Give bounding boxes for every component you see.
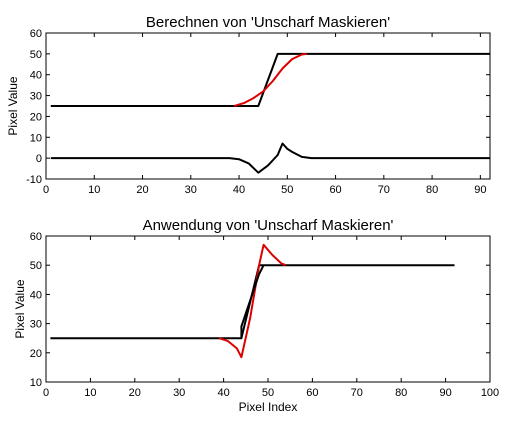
top-x-tick-label: 70: [378, 184, 390, 196]
top-y-tick-label: -10: [26, 174, 42, 186]
top-x-tick-label: 20: [136, 184, 148, 196]
bottom-x-tick-label: 30: [173, 387, 185, 399]
bottom-x-tick-label: 90: [439, 387, 451, 399]
bottom-y-ticks: 10 20 30 40 50 60: [30, 231, 490, 389]
bottom-x-tick-label: 10: [84, 387, 96, 399]
top-x-tick-label: 80: [426, 184, 438, 196]
top-y-tick-label: 30: [30, 91, 42, 103]
bottom-x-tick-label: 80: [395, 387, 407, 399]
bottom-y-tick-label: 60: [30, 231, 42, 243]
bottom-x-tick-label: 20: [129, 387, 141, 399]
top-chart: Berechnen von 'Unscharf Maskieren' Pixel…: [6, 14, 491, 196]
bottom-y-tick-label: 20: [30, 348, 42, 360]
top-series-line-1: [50, 52, 490, 107]
top-series-line-3: [50, 142, 490, 174]
top-x-tick-label: 30: [185, 184, 197, 196]
bottom-x-tick-label: 50: [262, 387, 274, 399]
top-x-ticks: 0 10 20 30 40 50 60 70 80 90: [43, 33, 486, 196]
top-y-tick-label: 50: [30, 49, 42, 61]
top-y-ticks: -10 0 10 20 30 40 50 60: [26, 28, 490, 186]
top-x-tick-label: 60: [329, 184, 341, 196]
bottom-x-tick-label: 60: [306, 387, 318, 399]
bottom-x-axis-label: Pixel Index: [239, 400, 298, 414]
bottom-plot-area: [45, 235, 491, 383]
bottom-x-ticks: 0 10 20 30 40 50 60 70 80 90 100: [43, 236, 499, 399]
top-y-tick-label: 10: [30, 132, 42, 144]
top-x-tick-label: 40: [233, 184, 245, 196]
top-y-tick-label: 40: [30, 70, 42, 82]
bottom-x-tick-label: 100: [481, 387, 499, 399]
bottom-x-tick-label: 0: [43, 387, 49, 399]
bottom-x-tick-label: 40: [217, 387, 229, 399]
bottom-series-line-3: [240, 264, 265, 339]
bottom-series: [50, 243, 455, 359]
top-y-tick-label: 60: [30, 28, 42, 40]
bottom-chart-title: Anwendung von 'Unscharf Maskieren': [143, 217, 394, 234]
top-series: [50, 52, 490, 174]
bottom-x-tick-label: 70: [351, 387, 363, 399]
top-x-tick-label: 50: [281, 184, 293, 196]
top-x-tick-label: 10: [88, 184, 100, 196]
bottom-y-axis-label: Pixel Value: [13, 279, 27, 338]
bottom-y-tick-label: 30: [30, 319, 42, 331]
top-x-tick-label: 0: [43, 184, 49, 196]
bottom-y-tick-label: 10: [30, 377, 42, 389]
top-series-line-2: [233, 52, 307, 107]
bottom-y-tick-label: 50: [30, 260, 42, 272]
top-y-axis-label: Pixel Value: [6, 76, 20, 135]
bottom-y-tick-label: 40: [30, 289, 42, 301]
top-y-tick-label: 20: [30, 111, 42, 123]
top-x-tick-label: 90: [474, 184, 486, 196]
bottom-chart: Anwendung von 'Unscharf Maskieren' Pixel…: [13, 217, 499, 414]
top-y-tick-label: 0: [36, 153, 42, 165]
top-chart-title: Berechnen von 'Unscharf Maskieren': [146, 14, 390, 31]
bottom-series-line-2: [218, 243, 287, 359]
